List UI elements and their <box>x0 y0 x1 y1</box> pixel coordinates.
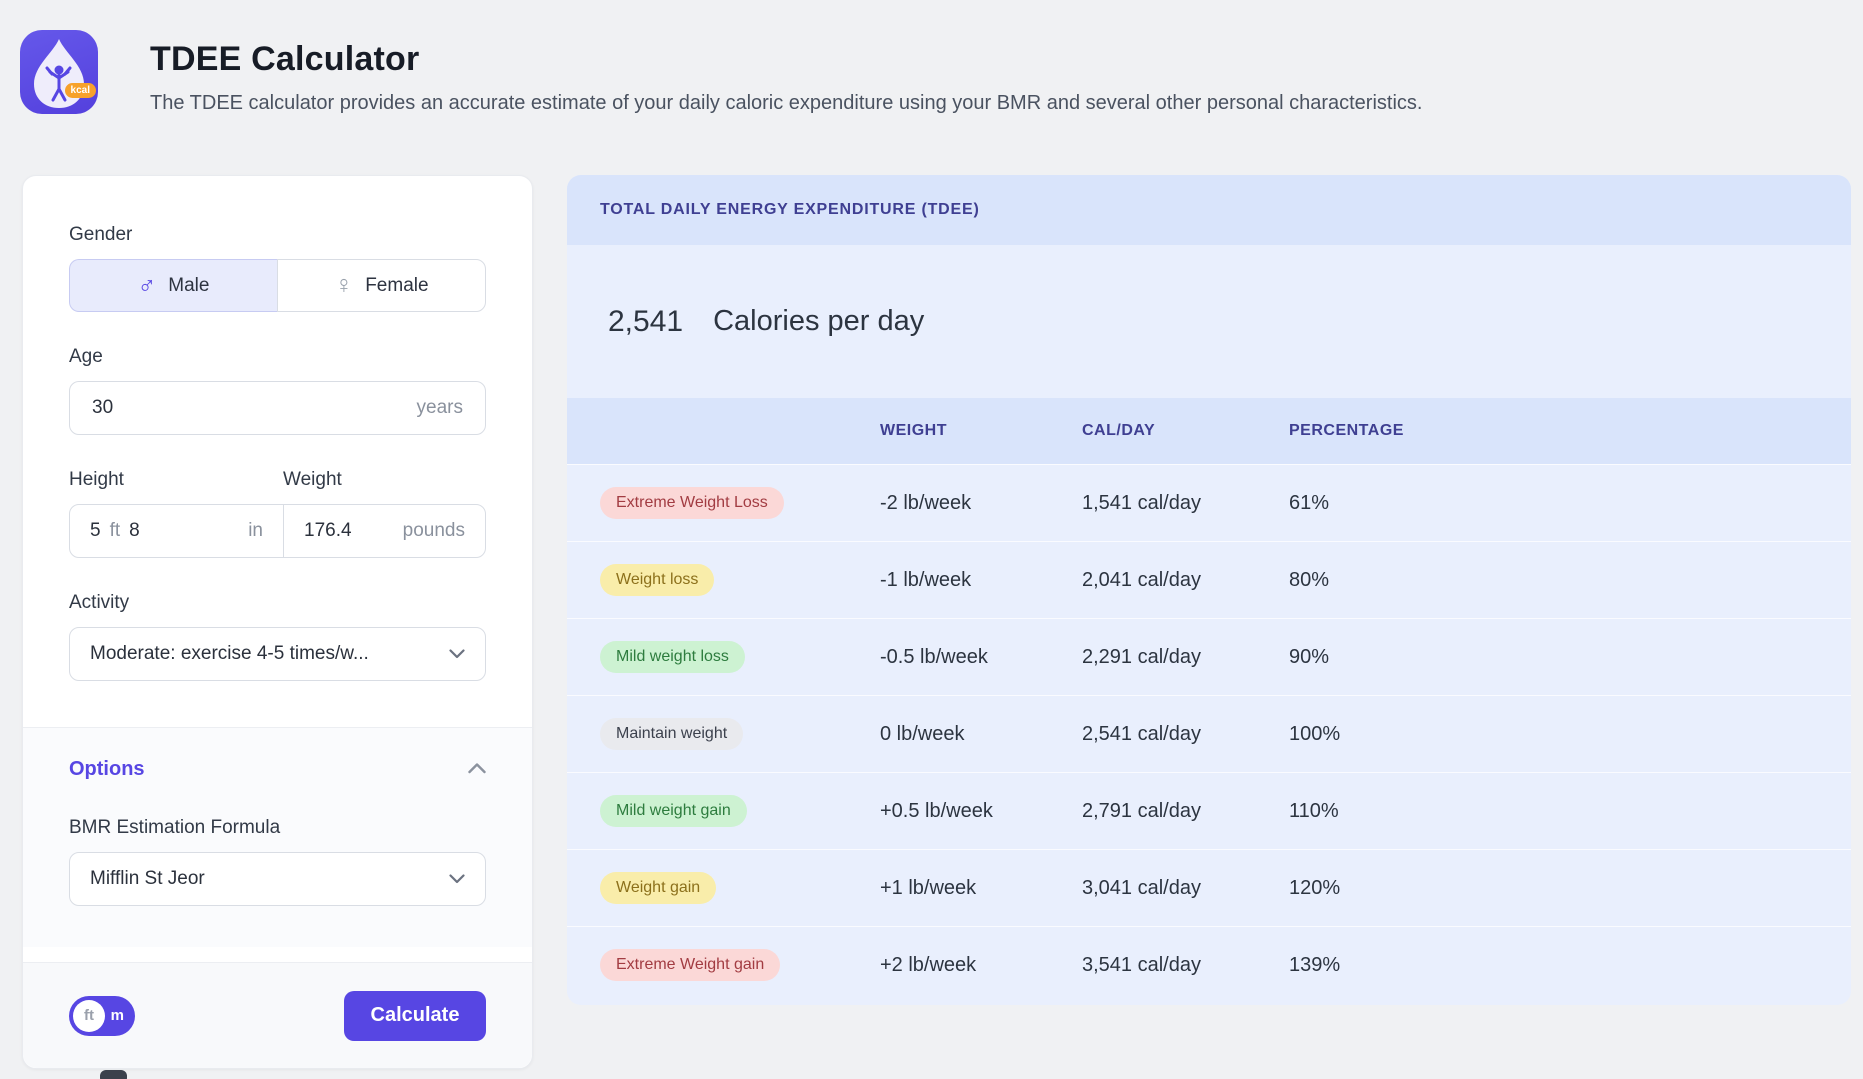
goal-badge: Extreme Weight Loss <box>600 487 784 519</box>
height-weight-group: 5 ft 8 in 176.4 pounds <box>69 504 486 558</box>
calday-cell: 2,041 cal/day <box>1082 568 1201 591</box>
gender-male-label: Male <box>168 274 210 296</box>
height-feet-value: 5 <box>90 520 101 541</box>
weight-unit: pounds <box>402 520 465 541</box>
calculate-button[interactable]: Calculate <box>344 990 486 1041</box>
goal-badge: Weight gain <box>600 872 717 904</box>
percentage-cell: 120% <box>1289 876 1341 899</box>
options-toggle[interactable]: Options <box>69 758 486 781</box>
table-row: Extreme Weight gain +2 lb/week 3,541 cal… <box>567 926 1851 1003</box>
gender-female-button[interactable]: ♀ Female <box>277 259 486 312</box>
age-unit: years <box>416 397 463 418</box>
tdee-result: 2,541 Calories per day <box>567 245 1851 398</box>
gender-label: Gender <box>69 224 133 245</box>
results-table-header: WEIGHT CAL/DAY PERCENTAGE <box>567 398 1851 464</box>
age-value: 30 <box>92 397 114 418</box>
unit-toggle-m-label: m <box>110 1007 124 1024</box>
activity-label: Activity <box>69 592 130 613</box>
gender-female-label: Female <box>365 274 429 296</box>
column-header-calday: CAL/DAY <box>1082 422 1156 439</box>
weight-cell: +1 lb/week <box>880 876 977 899</box>
tdee-value: 2,541 <box>608 304 684 338</box>
unit-toggle-ft-label: ft <box>73 999 105 1032</box>
gender-toggle: ♂ Male ♀ Female <box>69 259 486 312</box>
bmr-formula-select[interactable]: Mifflin St Jeor <box>69 852 486 906</box>
calday-cell: 2,291 cal/day <box>1082 645 1201 668</box>
weight-label: Weight <box>283 469 342 490</box>
percentage-cell: 100% <box>1289 722 1341 745</box>
goal-badge: Extreme Weight gain <box>600 949 781 981</box>
calday-cell: 1,541 cal/day <box>1082 491 1201 514</box>
weight-cell: 0 lb/week <box>880 722 965 745</box>
results-panel-title: TOTAL DAILY ENERGY EXPENDITURE (TDEE) <box>567 175 1851 245</box>
height-input[interactable]: 5 ft 8 in <box>70 505 284 557</box>
table-row: Mild weight loss -0.5 lb/week 2,291 cal/… <box>567 618 1851 695</box>
table-row: Extreme Weight Loss -2 lb/week 1,541 cal… <box>567 464 1851 541</box>
weight-cell: -2 lb/week <box>880 491 972 514</box>
percentage-cell: 61% <box>1289 491 1330 514</box>
weight-value: 176.4 <box>304 520 352 541</box>
height-inches-unit: in <box>248 520 263 541</box>
options-title: Options <box>69 758 145 780</box>
gender-male-button[interactable]: ♂ Male <box>69 259 277 312</box>
kcal-badge: kcal <box>64 83 96 98</box>
chevron-down-icon <box>449 643 465 665</box>
goal-badge: Maintain weight <box>600 718 744 750</box>
table-row: Weight gain +1 lb/week 3,041 cal/day 120… <box>567 849 1851 926</box>
goal-badge: Weight loss <box>600 564 715 596</box>
browser-chrome-fragment <box>100 1070 127 1079</box>
column-header-percentage: PERCENTAGE <box>1289 422 1404 439</box>
calday-cell: 3,541 cal/day <box>1082 953 1201 976</box>
height-label: Height <box>69 469 124 490</box>
weight-input[interactable]: 176.4 pounds <box>284 505 485 557</box>
activity-selected-value: Moderate: exercise 4-5 times/w... <box>90 643 369 664</box>
activity-select[interactable]: Moderate: exercise 4-5 times/w... <box>69 627 486 681</box>
age-input[interactable]: 30 years <box>69 381 486 435</box>
calday-cell: 2,791 cal/day <box>1082 799 1201 822</box>
goal-badge: Mild weight loss <box>600 641 745 673</box>
female-icon: ♀ <box>334 271 354 299</box>
options-section: Options BMR Estimation Formula Mifflin S… <box>23 727 532 947</box>
percentage-cell: 90% <box>1289 645 1330 668</box>
results-panel: TOTAL DAILY ENERGY EXPENDITURE (TDEE) 2,… <box>567 175 1851 1005</box>
chevron-down-icon <box>449 868 465 890</box>
weight-cell: -1 lb/week <box>880 568 972 591</box>
calday-cell: 3,041 cal/day <box>1082 876 1201 899</box>
form-footer: ft m Calculate <box>23 962 532 1068</box>
calculator-form-card: Gender ♂ Male ♀ Female Age 30 years Heig… <box>22 175 533 1069</box>
bmr-formula-selected-value: Mifflin St Jeor <box>90 868 205 889</box>
bmr-formula-label: BMR Estimation Formula <box>69 817 281 838</box>
table-row: Mild weight gain +0.5 lb/week 2,791 cal/… <box>567 772 1851 849</box>
male-icon: ♂ <box>137 271 157 299</box>
height-inches-value: 8 <box>129 520 140 541</box>
calday-cell: 2,541 cal/day <box>1082 722 1201 745</box>
table-row: Weight loss -1 lb/week 2,041 cal/day 80% <box>567 541 1851 618</box>
app-logo: kcal <box>20 30 98 114</box>
age-label: Age <box>69 346 103 367</box>
height-feet-unit: ft <box>109 520 121 541</box>
app-header: kcal TDEE Calculator The TDEE calculator… <box>0 0 1863 150</box>
weight-cell: +0.5 lb/week <box>880 799 993 822</box>
percentage-cell: 110% <box>1289 799 1339 822</box>
unit-system-toggle[interactable]: ft m <box>69 995 135 1036</box>
weight-cell: -0.5 lb/week <box>880 645 988 668</box>
chevron-up-icon <box>468 761 486 779</box>
percentage-cell: 80% <box>1289 568 1330 591</box>
goal-badge: Mild weight gain <box>600 795 747 827</box>
table-row: Maintain weight 0 lb/week 2,541 cal/day … <box>567 695 1851 772</box>
percentage-cell: 139% <box>1289 953 1341 976</box>
page-title: TDEE Calculator <box>150 40 420 78</box>
weight-cell: +2 lb/week <box>880 953 977 976</box>
column-header-weight: WEIGHT <box>880 422 947 439</box>
tdee-value-label: Calories per day <box>713 305 925 337</box>
page-subtitle: The TDEE calculator provides an accurate… <box>150 92 1423 114</box>
